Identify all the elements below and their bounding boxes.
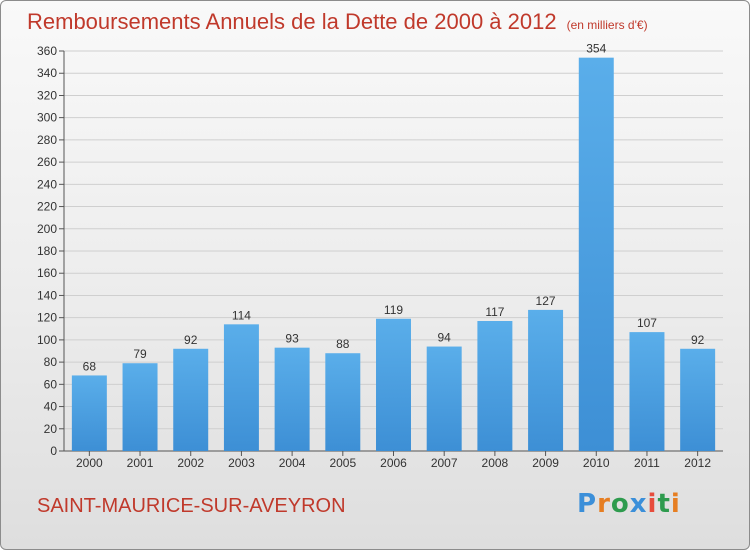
logo-letter: i [647, 489, 658, 519]
bar [274, 347, 310, 451]
bar [122, 363, 158, 451]
y-tick-label: 180 [37, 244, 57, 258]
title-text: Remboursements Annuels de la Dette de 20… [27, 9, 557, 34]
y-tick-label: 120 [37, 311, 57, 325]
x-tick-label: 2003 [228, 456, 255, 470]
data-label: 114 [232, 308, 251, 322]
y-tick-label: 200 [37, 222, 57, 236]
bar [477, 321, 513, 451]
x-tick-label: 2012 [684, 456, 711, 470]
bar [173, 348, 209, 451]
data-label: 354 [586, 42, 606, 56]
bar [426, 346, 462, 451]
logo-letter: i [670, 489, 681, 519]
y-tick-label: 140 [37, 288, 57, 302]
x-tick-label: 2000 [76, 456, 103, 470]
x-tick-label: 2010 [583, 456, 610, 470]
data-label: 88 [336, 337, 350, 351]
bar [325, 353, 361, 451]
y-tick-label: 280 [37, 133, 57, 147]
data-label: 117 [485, 305, 504, 319]
data-label: 93 [285, 332, 299, 346]
data-label: 127 [536, 294, 556, 308]
bar [223, 324, 259, 451]
x-tick-label: 2011 [634, 456, 660, 470]
y-tick-label: 160 [37, 266, 57, 280]
data-label: 68 [83, 359, 97, 373]
y-tick-label: 80 [44, 355, 58, 369]
y-tick-label: 320 [37, 88, 57, 102]
x-tick-label: 2006 [380, 456, 407, 470]
chart-title: Remboursements Annuels de la Dette de 20… [27, 9, 648, 35]
proxiti-logo: Proxiti [577, 489, 681, 519]
location-label: SAINT-MAURICE-SUR-AVEYRON [37, 495, 346, 517]
y-tick-label: 360 [37, 44, 57, 58]
y-tick-label: 100 [37, 333, 57, 347]
x-tick-label: 2001 [127, 456, 154, 470]
data-label: 92 [184, 333, 198, 347]
y-tick-label: 240 [37, 177, 57, 191]
data-label: 94 [438, 331, 452, 345]
bars [71, 57, 716, 452]
y-tick-label: 300 [37, 111, 57, 125]
unit-text: (en milliers d'€) [566, 18, 648, 32]
bar [71, 375, 107, 451]
logo-letter: o [610, 489, 630, 519]
data-label: 119 [384, 303, 403, 317]
y-tick-label: 340 [37, 66, 57, 80]
x-tick-label: 2004 [279, 456, 306, 470]
y-tick-label: 40 [44, 400, 58, 414]
y-tick-label: 220 [37, 200, 57, 214]
data-label: 92 [691, 333, 705, 347]
x-tick-label: 2002 [177, 456, 204, 470]
bar [629, 332, 665, 451]
data-label: 79 [133, 347, 147, 361]
x-tick-label: 2008 [482, 456, 509, 470]
bar [528, 309, 564, 451]
bar [578, 57, 614, 452]
x-tick-label: 2009 [532, 456, 559, 470]
labels: 0 20 40 60 80 100 120 140 160 180 200 220 240 260 280 3… [37, 42, 711, 470]
y-tick-label: 60 [44, 377, 58, 391]
data-label: 107 [637, 316, 657, 330]
logo-letter: r [597, 489, 611, 519]
y-tick-label: 0 [50, 444, 57, 458]
y-tick-label: 20 [44, 422, 58, 436]
logo-letter: P [577, 489, 598, 519]
y-tick-label: 260 [37, 155, 57, 169]
logo-letter: t [657, 489, 671, 519]
x-tick-label: 2005 [329, 456, 356, 470]
logo-letter: x [629, 489, 648, 519]
x-tick-label: 2007 [431, 456, 458, 470]
bar [376, 318, 411, 451]
bar [680, 348, 716, 451]
